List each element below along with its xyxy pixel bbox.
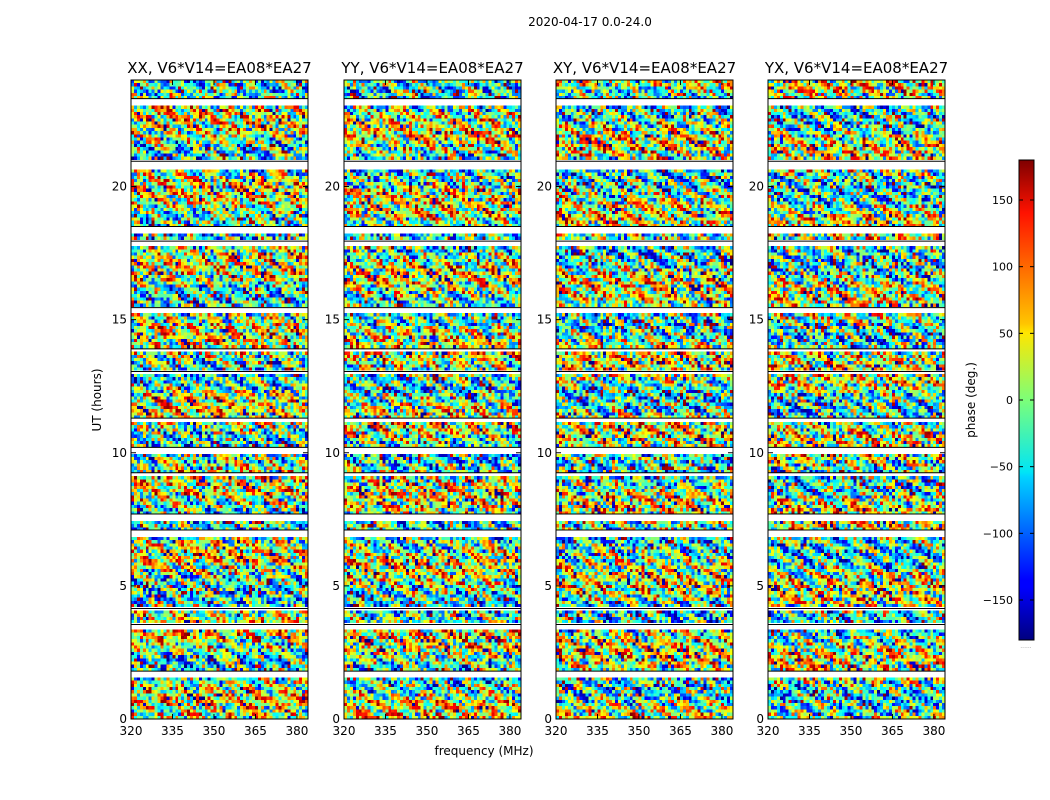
colorbar-tick-label: −150 bbox=[983, 594, 1013, 607]
y-axis-label: UT (hours) bbox=[90, 368, 104, 431]
colorbar: −150 −100 −50 0 50 100 150 phase (deg.) ...... bbox=[964, 159, 1035, 650]
y-tick-label: 5 bbox=[332, 579, 340, 593]
x-tick-label: 320 bbox=[545, 724, 568, 738]
x-tick-label: 350 bbox=[203, 724, 226, 738]
x-axis-label: frequency (MHz) bbox=[434, 744, 533, 758]
panel-1: YY, V6*V14=EA08*EA27 320 335 350 365 380 0 5 10 1… bbox=[325, 59, 524, 738]
panel-0: XX, V6*V14=EA08*EA27 320 335 350 365 380 0 5 10 1… bbox=[112, 59, 312, 738]
colorbar-ticks: −150 −100 −50 0 50 100 150 bbox=[983, 194, 1034, 607]
y-tick-label: 15 bbox=[325, 313, 340, 327]
panel-title: XX, V6*V14=EA08*EA27 bbox=[127, 59, 311, 77]
y-tick-label: 5 bbox=[119, 579, 127, 593]
y-tick-label: 15 bbox=[749, 313, 764, 327]
y-tick-label: 15 bbox=[537, 313, 552, 327]
x-tick-label: 350 bbox=[840, 724, 863, 738]
y-tick-label: 5 bbox=[756, 579, 764, 593]
x-tick-label: 335 bbox=[586, 724, 609, 738]
colorbar-tick-label: −50 bbox=[990, 461, 1013, 474]
colorbar-tick-label: −100 bbox=[983, 527, 1013, 540]
x-tick-label: 335 bbox=[374, 724, 397, 738]
heatmap-panels: XX, V6*V14=EA08*EA27 320 335 350 365 380 0 5 10 1… bbox=[112, 59, 948, 738]
panel-frame bbox=[767, 79, 946, 720]
y-tick-label: 15 bbox=[112, 313, 127, 327]
panel-frame bbox=[130, 79, 309, 720]
x-tick-label: 320 bbox=[333, 724, 356, 738]
x-tick-label: 350 bbox=[628, 724, 651, 738]
panel-title: XY, V6*V14=EA08*EA27 bbox=[553, 59, 736, 77]
phase-heatmap bbox=[556, 80, 733, 719]
x-tick-label: 335 bbox=[798, 724, 821, 738]
panel-title: YY, V6*V14=EA08*EA27 bbox=[340, 59, 523, 77]
x-tick-label: 365 bbox=[244, 724, 267, 738]
y-tick-label: 0 bbox=[544, 712, 552, 726]
colorbar-footer: ...... bbox=[1020, 643, 1032, 650]
panel-3: YX, V6*V14=EA08*EA27 320 335 350 365 380 0 5 10 1… bbox=[749, 59, 948, 738]
panel-frame bbox=[555, 79, 734, 720]
phase-heatmap bbox=[768, 80, 945, 719]
y-tick-label: 20 bbox=[325, 180, 340, 194]
y-tick-label: 10 bbox=[325, 446, 340, 460]
colorbar-tick-label: 150 bbox=[992, 194, 1013, 207]
panel-frame bbox=[343, 79, 522, 720]
x-tick-label: 320 bbox=[757, 724, 780, 738]
panel-2: XY, V6*V14=EA08*EA27 320 335 350 365 380 0 5 10 1… bbox=[537, 59, 736, 738]
y-tick-label: 10 bbox=[112, 446, 127, 460]
y-tick-label: 10 bbox=[749, 446, 764, 460]
colorbar-label: phase (deg.) bbox=[964, 362, 978, 438]
x-tick-label: 365 bbox=[881, 724, 904, 738]
phase-heatmap bbox=[131, 80, 308, 719]
colorbar-tick-label: 100 bbox=[992, 261, 1013, 274]
y-tick-label: 20 bbox=[112, 180, 127, 194]
x-tick-label: 365 bbox=[669, 724, 692, 738]
x-tick-label: 335 bbox=[161, 724, 184, 738]
y-tick-label: 10 bbox=[537, 446, 552, 460]
x-tick-label: 380 bbox=[710, 724, 733, 738]
x-tick-label: 320 bbox=[120, 724, 143, 738]
x-tick-label: 380 bbox=[285, 724, 308, 738]
panel-title: YX, V6*V14=EA08*EA27 bbox=[764, 59, 948, 77]
x-tick-label: 350 bbox=[416, 724, 439, 738]
phase-heatmap bbox=[344, 80, 521, 719]
y-tick-label: 5 bbox=[544, 579, 552, 593]
x-tick-label: 380 bbox=[922, 724, 945, 738]
x-tick-label: 365 bbox=[457, 724, 480, 738]
y-tick-label: 0 bbox=[756, 712, 764, 726]
figure-suptitle: 2020-04-17 0.0-24.0 bbox=[528, 15, 652, 29]
y-tick-label: 0 bbox=[332, 712, 340, 726]
colorbar-tick-label: 0 bbox=[1006, 394, 1013, 407]
y-tick-label: 20 bbox=[749, 180, 764, 194]
y-tick-label: 0 bbox=[119, 712, 127, 726]
x-tick-label: 380 bbox=[498, 724, 521, 738]
colorbar-tick-label: 50 bbox=[999, 327, 1013, 340]
y-tick-label: 20 bbox=[537, 180, 552, 194]
